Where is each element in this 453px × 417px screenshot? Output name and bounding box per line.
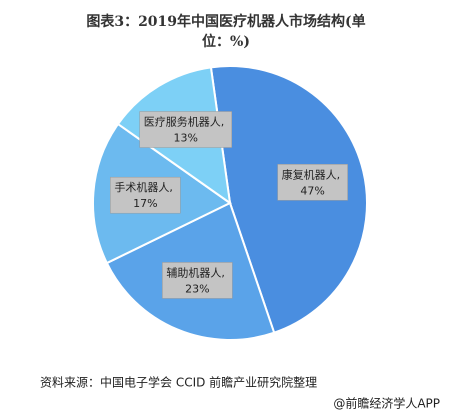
data-label-box: [277, 164, 348, 201]
data-label-group: 辅助机器人, 23%: [162, 262, 233, 299]
data-label-group: 康复机器人, 47%: [277, 164, 348, 201]
data-label: 康复机器人, 47%: [282, 167, 344, 197]
data-label-box: [139, 111, 232, 148]
source-note: 资料来源：中国电子学会 CCID 前瞻产业研究院整理: [40, 375, 317, 390]
data-label-group: 手术机器人, 17%: [110, 176, 181, 214]
data-label: 医疗服务机器人, 13%: [144, 114, 228, 144]
data-label-group: 医疗服务机器人, 13%: [139, 111, 232, 148]
data-label: 辅助机器人, 23%: [166, 265, 228, 295]
data-label: 手术机器人, 17%: [114, 180, 176, 210]
footer: @前瞻经济学人APP: [333, 396, 440, 411]
data-label-box: [162, 262, 233, 299]
data-label-box: [110, 176, 181, 214]
chart-title: 图表3：2019年中国医疗机器人市场结构(单位：%): [86, 13, 365, 50]
